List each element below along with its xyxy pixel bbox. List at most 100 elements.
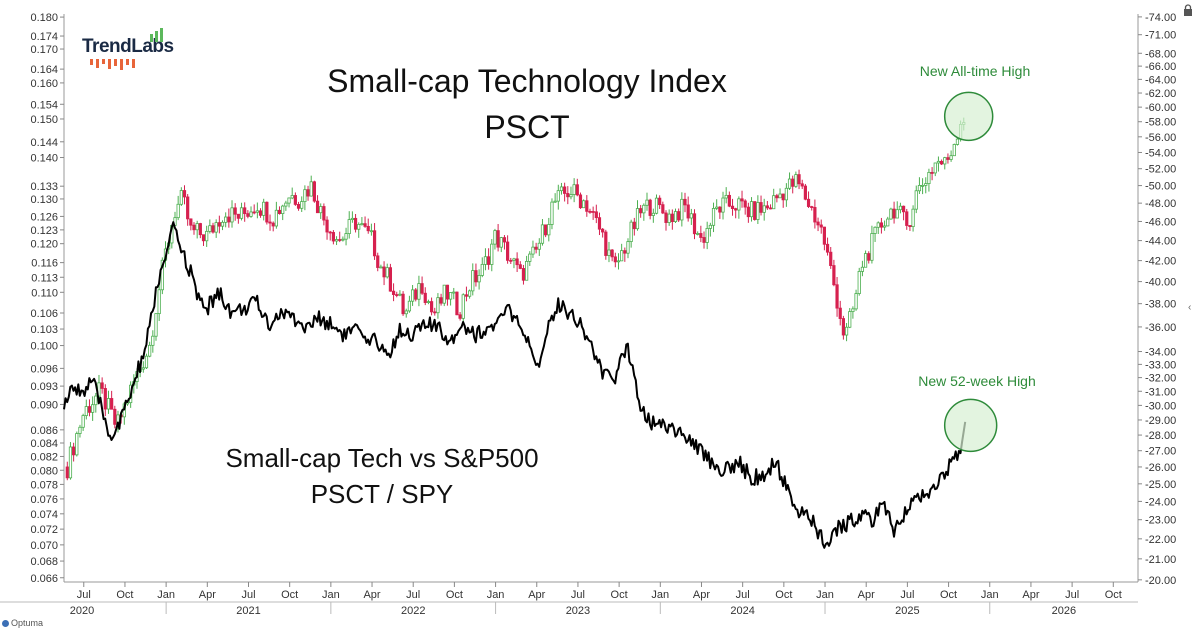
- candle-body: [550, 201, 554, 225]
- right-tick-label: -30.00: [1145, 400, 1176, 412]
- candle-body: [148, 344, 152, 357]
- candle-body: [401, 293, 405, 315]
- candle-body: [477, 275, 481, 283]
- candle-body: [759, 202, 763, 213]
- candle-body: [702, 237, 706, 243]
- candle-body: [718, 206, 722, 213]
- candle-body: [924, 183, 928, 186]
- candle-body: [566, 193, 570, 198]
- candle-body: [379, 266, 383, 269]
- logo-bars-accent-icon: [90, 59, 135, 70]
- candle-body: [730, 205, 735, 210]
- candle-body: [642, 204, 646, 214]
- left-tick-label: 0.096: [30, 363, 58, 375]
- candle-body: [338, 239, 342, 241]
- candle-body: [398, 293, 402, 296]
- candle-body: [81, 415, 85, 428]
- right-tick-label: -68.00: [1145, 48, 1176, 60]
- candle-body: [753, 201, 757, 220]
- candle-body: [819, 224, 823, 228]
- month-tick-label: Oct: [116, 589, 133, 601]
- candle-body: [445, 284, 450, 300]
- candle-body: [325, 219, 329, 233]
- candle-body: [765, 205, 769, 209]
- candle-body: [740, 198, 744, 202]
- right-tick-label: -46.00: [1145, 216, 1176, 228]
- candle-body: [211, 225, 215, 233]
- candle-body: [787, 178, 792, 189]
- candle-body: [651, 212, 655, 216]
- candle-body: [803, 185, 807, 200]
- candle-body: [797, 174, 801, 185]
- candle-body: [920, 184, 925, 187]
- candle-body: [661, 204, 665, 214]
- candle-body: [243, 207, 247, 215]
- month-tick-label: Apr: [528, 589, 545, 601]
- candle-body: [233, 207, 237, 215]
- left-tick-label: 0.126: [30, 211, 58, 223]
- brand-logo: TrendLabs: [82, 28, 174, 70]
- candle-body: [654, 197, 659, 214]
- candle-body: [87, 406, 92, 413]
- candle-body: [227, 216, 231, 223]
- year-tick-label: 2020: [70, 605, 94, 617]
- left-tick-label: 0.144: [30, 137, 58, 149]
- candle-body: [645, 199, 649, 206]
- candle-body: [287, 197, 291, 204]
- right-tick-label: -54.00: [1145, 147, 1176, 159]
- candle-body: [515, 258, 519, 266]
- candle-body: [534, 246, 538, 250]
- candle-body: [629, 221, 633, 242]
- candle-body: [309, 181, 313, 197]
- candle-body: [433, 311, 437, 314]
- candle-body: [756, 202, 760, 220]
- lock-icon[interactable]: [1183, 4, 1193, 16]
- collapse-arrow-icon[interactable]: ‹: [1188, 302, 1192, 313]
- candle-body: [315, 200, 320, 214]
- footer-brand: Optuma: [2, 618, 43, 628]
- candle-body: [372, 230, 377, 257]
- candle-body: [493, 230, 497, 245]
- candle-body: [778, 193, 782, 199]
- candle-body: [547, 224, 551, 236]
- candle-body: [284, 202, 288, 207]
- candle-body: [160, 259, 164, 291]
- year-tick-label: 2025: [895, 605, 919, 617]
- right-tick-label: -28.00: [1145, 430, 1176, 442]
- chart-title: Small-cap Technology Index: [327, 63, 727, 99]
- candle-body: [585, 200, 589, 212]
- left-tick-label: 0.066: [30, 573, 58, 585]
- candle-body: [423, 292, 427, 303]
- candle-body: [889, 208, 893, 220]
- month-tick-label: Jan: [816, 589, 834, 601]
- candle-body: [854, 293, 858, 310]
- year-tick-label: 2021: [236, 605, 260, 617]
- candle-body: [518, 264, 522, 269]
- month-tick-label: Oct: [1105, 589, 1122, 601]
- month-tick-label: Jan: [322, 589, 340, 601]
- candle-body: [743, 200, 747, 208]
- logo-bars-icon: [150, 28, 163, 42]
- right-tick-label: -66.00: [1145, 61, 1176, 73]
- candle-body: [246, 213, 250, 217]
- candle-body: [350, 217, 354, 221]
- candle-body: [673, 211, 678, 223]
- candle-body: [300, 201, 304, 209]
- candle-body: [886, 218, 890, 227]
- month-tick-label: Jan: [981, 589, 999, 601]
- year-tick-label: 2024: [730, 605, 754, 617]
- candle-body: [521, 268, 526, 281]
- candle-body: [506, 241, 510, 261]
- candle-body: [648, 199, 652, 216]
- right-tick-label: -23.00: [1145, 515, 1176, 527]
- candle-body: [933, 162, 937, 174]
- candle-body: [195, 223, 199, 231]
- month-tick-label: Jan: [157, 589, 175, 601]
- right-tick-label: -74.00: [1145, 12, 1176, 24]
- month-tick-label: Apr: [693, 589, 710, 601]
- candle-body: [911, 208, 915, 227]
- candle-body: [816, 221, 820, 226]
- candle-body: [312, 181, 316, 202]
